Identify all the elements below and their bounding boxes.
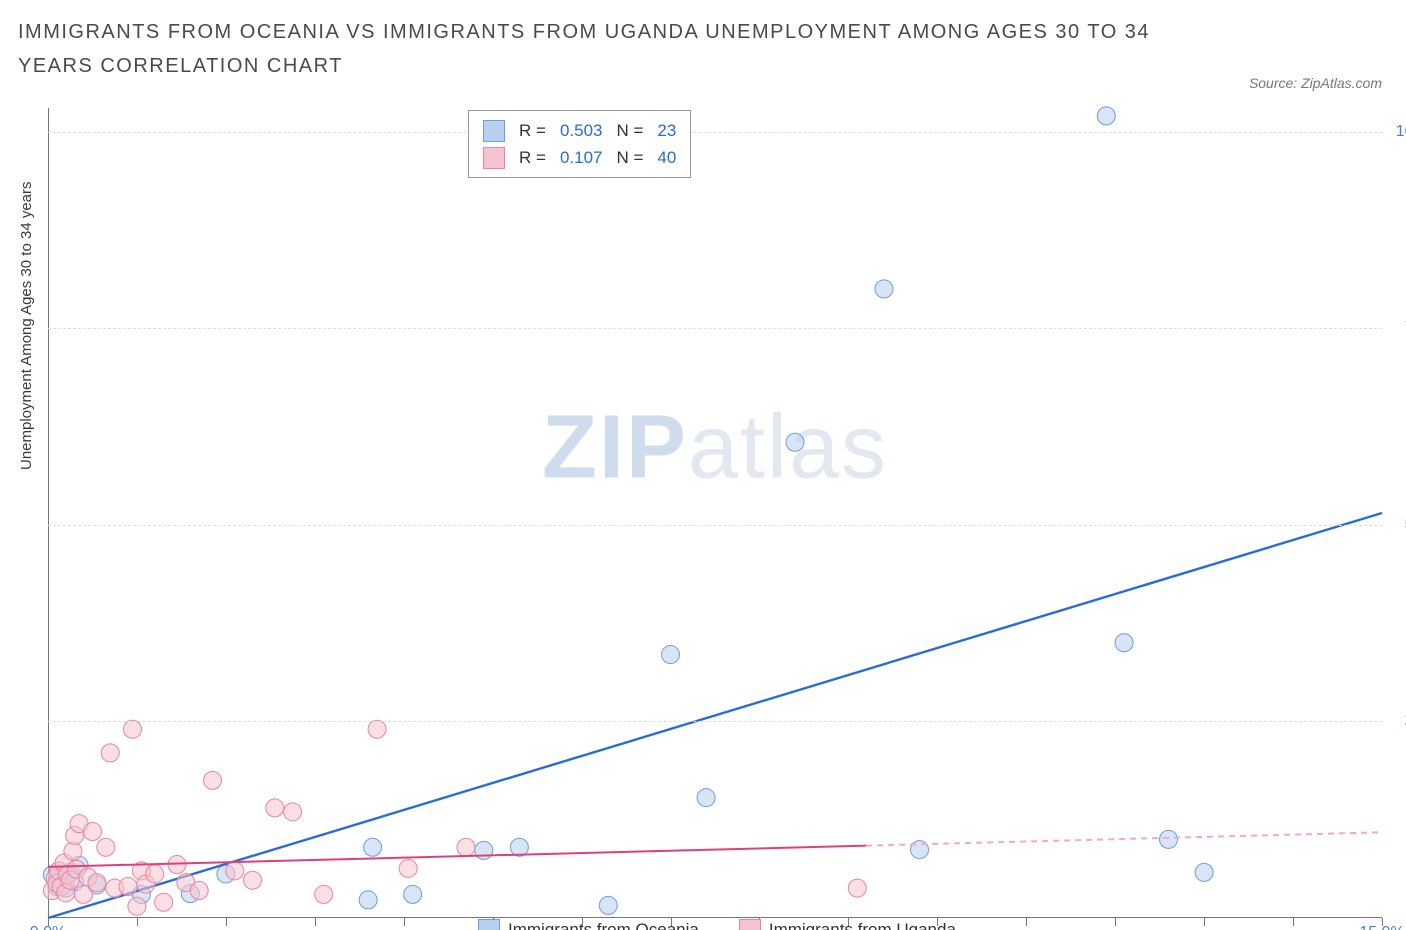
- legend-r-label: R =: [519, 144, 546, 171]
- legend-series: Immigrants from Oceania Immigrants from U…: [478, 919, 956, 930]
- x-tick: [1115, 918, 1116, 926]
- y-tick-label: 100.0%: [1396, 123, 1406, 141]
- x-tick: [137, 918, 138, 926]
- scatter-point: [244, 871, 262, 889]
- scatter-point: [662, 646, 680, 664]
- scatter-point: [64, 842, 82, 860]
- scatter-point: [226, 862, 244, 880]
- chart-title: IMMIGRANTS FROM OCEANIA VS IMMIGRANTS FR…: [18, 15, 1166, 83]
- scatter-point: [204, 771, 222, 789]
- source-label: Source: ZipAtlas.com: [1249, 75, 1382, 91]
- legend-series-item: Immigrants from Oceania: [478, 919, 699, 930]
- legend-swatch: [483, 147, 505, 169]
- x-tick-label: 15.0%: [1359, 924, 1404, 930]
- scatter-point: [697, 789, 715, 807]
- scatter-point: [190, 881, 208, 899]
- scatter-point: [101, 744, 119, 762]
- scatter-point: [83, 822, 101, 840]
- scatter-point: [599, 896, 617, 914]
- x-tick: [1204, 918, 1205, 926]
- scatter-point: [786, 433, 804, 451]
- scatter-point: [1097, 107, 1115, 125]
- gridline-h: [48, 132, 1382, 133]
- scatter-point: [1195, 863, 1213, 881]
- legend-n-label: N =: [616, 144, 643, 171]
- scatter-point: [155, 893, 173, 911]
- scatter-point: [266, 799, 284, 817]
- scatter-point: [315, 885, 333, 903]
- x-tick: [315, 918, 316, 926]
- scatter-point: [146, 865, 164, 883]
- legend-stats-row: R = 0.107 N = 40: [483, 144, 676, 171]
- plot-area: ZIPatlas 25.0%50.0%75.0%100.0%0.0%15.0%R…: [48, 108, 1382, 918]
- legend-n-value: 23: [657, 117, 676, 144]
- legend-n-value: 40: [657, 144, 676, 171]
- scatter-point: [1160, 830, 1178, 848]
- scatter-point: [284, 803, 302, 821]
- scatter-point: [123, 720, 141, 738]
- x-tick: [1026, 918, 1027, 926]
- legend-n-label: N =: [616, 117, 643, 144]
- scatter-point: [88, 874, 106, 892]
- scatter-point: [97, 838, 115, 856]
- legend-swatch: [478, 919, 500, 930]
- scatter-point: [1115, 634, 1133, 652]
- legend-series-label: Immigrants from Uganda: [769, 920, 956, 930]
- scatter-point: [128, 897, 146, 915]
- scatter-point: [404, 885, 422, 903]
- legend-series-item: Immigrants from Uganda: [739, 919, 956, 930]
- chart-svg: [48, 108, 1382, 918]
- legend-r-label: R =: [519, 117, 546, 144]
- legend-swatch: [739, 919, 761, 930]
- scatter-point: [875, 280, 893, 298]
- scatter-point: [457, 838, 475, 856]
- x-tick-label: 0.0%: [30, 924, 66, 930]
- regression-line-dashed: [866, 832, 1382, 845]
- gridline-h: [48, 525, 1382, 526]
- scatter-point: [364, 838, 382, 856]
- legend-stats-row: R = 0.503 N = 23: [483, 117, 676, 144]
- regression-line: [48, 513, 1382, 918]
- x-tick: [404, 918, 405, 926]
- y-axis-label: Unemployment Among Ages 30 to 34 years: [18, 181, 35, 470]
- gridline-h: [48, 328, 1382, 329]
- scatter-point: [359, 891, 377, 909]
- scatter-point: [848, 879, 866, 897]
- scatter-point: [119, 878, 137, 896]
- x-tick: [1293, 918, 1294, 926]
- legend-series-label: Immigrants from Oceania: [508, 920, 699, 930]
- legend-swatch: [483, 120, 505, 142]
- gridline-h: [48, 721, 1382, 722]
- scatter-point: [368, 720, 386, 738]
- legend-r-value: 0.107: [560, 144, 603, 171]
- scatter-point: [399, 859, 417, 877]
- legend-r-value: 0.503: [560, 117, 603, 144]
- legend-stats: R = 0.503 N = 23 R = 0.107 N = 40: [468, 110, 691, 178]
- x-tick: [226, 918, 227, 926]
